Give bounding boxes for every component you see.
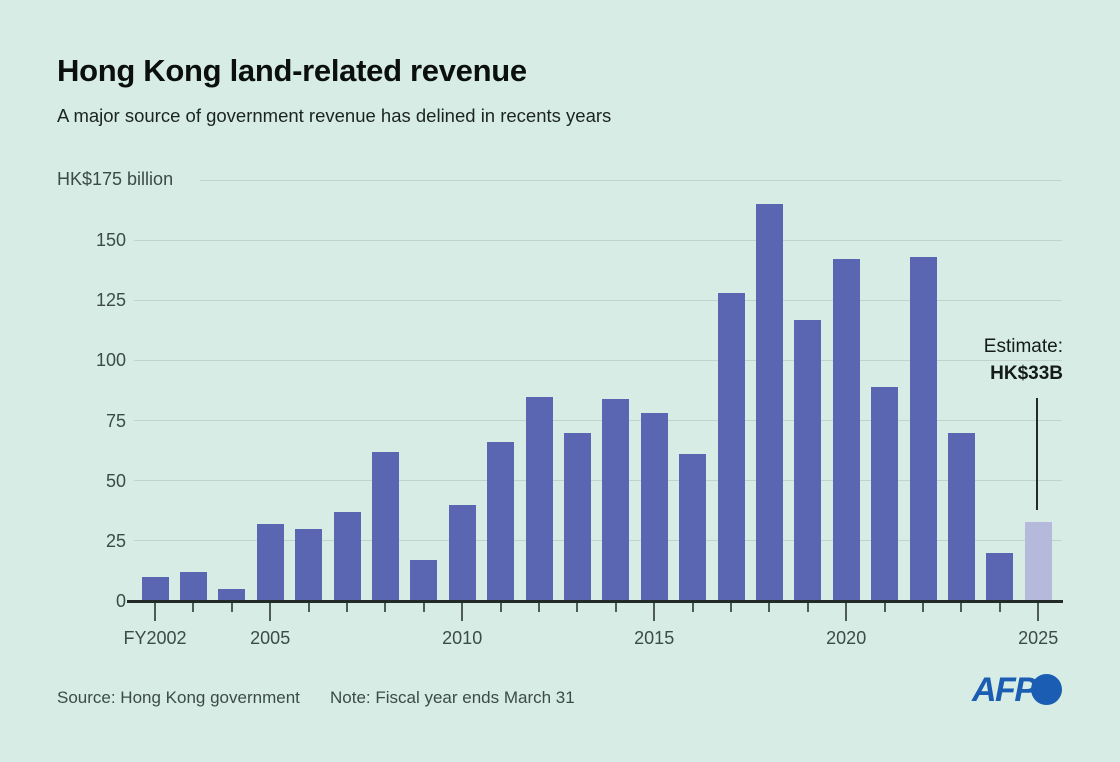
x-tick-2009 xyxy=(422,603,425,612)
y-tick-label-150: 150 xyxy=(95,230,126,251)
y-tick-label-50: 50 xyxy=(105,470,126,491)
x-tick-2023 xyxy=(960,603,963,612)
bar-2023 xyxy=(947,432,975,601)
bar-2017 xyxy=(717,293,745,601)
x-tick-label-2005: 2005 xyxy=(250,628,291,648)
x-tick-2017 xyxy=(730,603,732,612)
x-tick-2010 xyxy=(461,603,464,621)
bar-2015 xyxy=(640,413,668,601)
chart-subtitle: A major source of government revenue has… xyxy=(57,105,612,126)
x-tick-2007 xyxy=(346,603,348,612)
bar-FY2002 xyxy=(141,576,169,601)
x-tick-2015 xyxy=(653,603,656,621)
bar-2020 xyxy=(832,259,860,601)
x-tick-2019 xyxy=(806,603,809,612)
bar-2004 xyxy=(218,588,246,601)
x-tick-2022 xyxy=(922,603,924,612)
bar-2022 xyxy=(909,256,937,601)
x-tick-label-2010: 2010 xyxy=(442,628,483,648)
x-tick-FY2002 xyxy=(154,603,156,621)
bar-2021 xyxy=(871,386,899,601)
bar-2008 xyxy=(371,451,399,601)
y-tick-label-125: 125 xyxy=(95,290,126,311)
gridline-50 xyxy=(134,480,1062,482)
x-tick-2008 xyxy=(384,603,387,612)
x-axis-line xyxy=(127,600,1063,603)
afp-logo-text: AFP xyxy=(972,671,1037,709)
estimate-bar-2025 xyxy=(1024,521,1052,601)
bar-2009 xyxy=(410,560,438,601)
x-tick-2005 xyxy=(269,603,272,621)
gridline-175 xyxy=(200,179,1062,181)
page-title: Hong Kong land-related revenue xyxy=(57,53,527,88)
x-tick-2018 xyxy=(768,603,771,612)
x-tick-2013 xyxy=(576,603,579,612)
x-tick-2020 xyxy=(845,603,848,621)
bar-2014 xyxy=(602,398,630,601)
gridline-25 xyxy=(134,540,1062,542)
bar-2010 xyxy=(448,504,476,601)
x-tick-label-FY2002: FY2002 xyxy=(123,628,187,648)
gridline-125 xyxy=(134,299,1062,301)
x-tick-2014 xyxy=(614,603,617,612)
y-tick-label-75: 75 xyxy=(105,410,126,431)
x-tick-2025 xyxy=(1037,603,1040,621)
x-tick-2011 xyxy=(499,603,502,612)
bar-2005 xyxy=(256,524,284,601)
x-tick-2012 xyxy=(538,603,540,612)
gridline-100 xyxy=(134,359,1062,361)
x-tick-2004 xyxy=(230,603,233,612)
gridline-75 xyxy=(134,420,1062,422)
estimate-label: Estimate: xyxy=(983,336,1063,357)
bar-2013 xyxy=(563,432,591,601)
fiscal-year-note: Note: Fiscal year ends March 31 xyxy=(330,688,575,707)
gridline-150 xyxy=(134,239,1062,241)
x-tick-2006 xyxy=(307,603,310,612)
x-tick-label-2025: 2025 xyxy=(1018,628,1059,648)
bar-2006 xyxy=(295,528,323,601)
bar-2024 xyxy=(986,552,1014,601)
y-tick-label-100: 100 xyxy=(95,350,126,371)
x-tick-2016 xyxy=(691,603,694,612)
x-tick-2024 xyxy=(998,603,1001,612)
y-tick-label-0: 0 xyxy=(115,591,126,611)
x-tick-2003 xyxy=(192,603,195,612)
source-note: Source: Hong Kong government xyxy=(57,688,300,707)
bar-2012 xyxy=(525,396,553,601)
annotation-pointer-line xyxy=(1036,398,1038,510)
bar-2007 xyxy=(333,511,361,601)
bar-2011 xyxy=(487,442,515,601)
bar-2003 xyxy=(179,572,207,601)
y-axis-unit-label: HK$175 billion xyxy=(57,169,174,189)
bar-2016 xyxy=(679,454,707,601)
x-tick-2021 xyxy=(883,603,886,612)
x-tick-label-2020: 2020 xyxy=(826,628,867,648)
y-tick-label-25: 25 xyxy=(105,530,126,551)
estimate-annotation: Estimate: HK$33B xyxy=(900,336,1063,385)
x-tick-label-2015: 2015 xyxy=(634,628,675,648)
afp-logo-circle-icon xyxy=(1031,674,1062,705)
estimate-value: HK$33B xyxy=(990,363,1063,384)
bar-2019 xyxy=(794,319,822,601)
bar-2018 xyxy=(755,204,783,601)
